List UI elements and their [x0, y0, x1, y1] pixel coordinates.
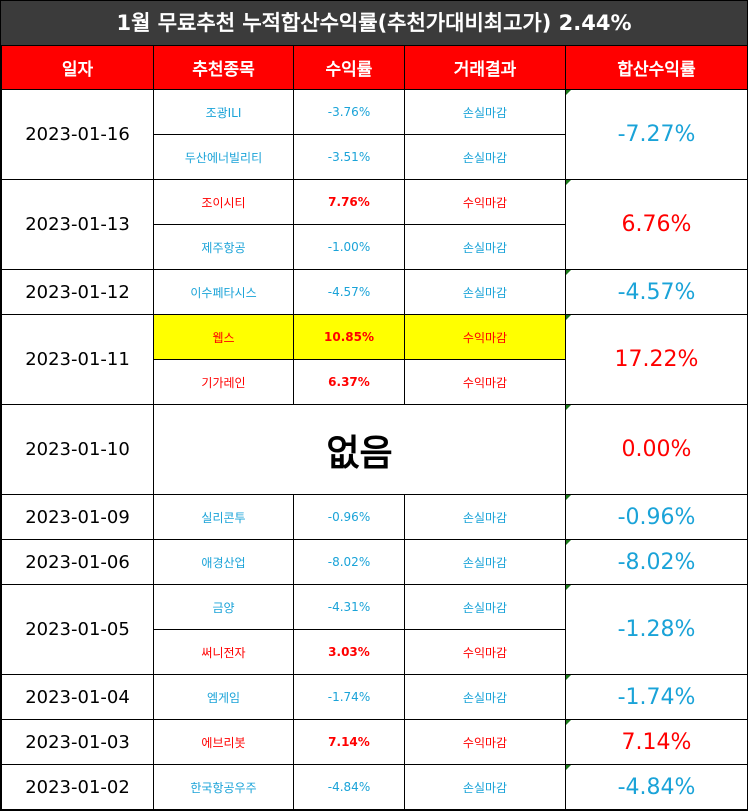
total-rate: -1.74% [565, 674, 748, 720]
trade-result: 손실마감 [404, 674, 566, 720]
table-row: 2023-01-11 웹스 10.85% 수익마감 17.22% [1, 314, 748, 405]
rate-value: 10.85% [293, 314, 405, 360]
date-cell: 2023-01-05 [1, 584, 154, 675]
rate-value: 3.03% [293, 629, 405, 675]
rate-value: -4.31% [293, 584, 405, 630]
stock-name: 한국항공우주 [153, 764, 294, 810]
trade-result: 수익마감 [404, 719, 566, 765]
total-rate: 0.00% [565, 404, 748, 495]
rate-value: -1.74% [293, 674, 405, 720]
header-stock: 추천종목 [153, 45, 294, 90]
trade-result: 수익마감 [404, 359, 566, 405]
date-cell: 2023-01-02 [1, 764, 154, 810]
stock-name: 에브리봇 [153, 719, 294, 765]
total-rate: -4.57% [565, 269, 748, 315]
trade-result: 수익마감 [404, 629, 566, 675]
trade-result: 수익마감 [404, 314, 566, 360]
stock-name: 제주항공 [153, 224, 294, 270]
date-cell: 2023-01-04 [1, 674, 154, 720]
trade-result: 손실마감 [404, 134, 566, 180]
stock-name: 두산에너빌리티 [153, 134, 294, 180]
table-row: 2023-01-05 금양 -4.31% 손실마감 -1.28% [1, 584, 748, 675]
total-rate: -0.96% [565, 494, 748, 540]
stock-name: 애경산업 [153, 539, 294, 585]
rate-value: -1.00% [293, 224, 405, 270]
table-row: 제주항공 -1.00% 손실마감 [2, 224, 748, 270]
header-rate: 수익률 [293, 45, 405, 90]
date-cell: 2023-01-03 [1, 719, 154, 765]
table-row: 2023-01-04 엠게임 -1.74% 손실마감 -1.74% [1, 674, 748, 720]
trade-result: 손실마감 [404, 89, 566, 135]
rate-value: 7.76% [293, 179, 405, 225]
date-cell: 2023-01-16 [1, 89, 154, 180]
stock-name: 이수페타시스 [153, 269, 294, 315]
table-row: 써니전자 3.03% 수익마감 [2, 629, 748, 675]
no-recommendation: 없음 [153, 404, 566, 495]
rate-value: 7.14% [293, 719, 405, 765]
total-rate: 7.14% [565, 719, 748, 765]
trade-result: 손실마감 [404, 224, 566, 270]
total-rate: -8.02% [565, 539, 748, 585]
rate-value: -4.57% [293, 269, 405, 315]
table-row: 2023-01-09 실리콘투 -0.96% 손실마감 -0.96% [1, 494, 748, 540]
total-rate: 6.76% [565, 179, 748, 270]
rate-value: -3.76% [293, 89, 405, 135]
rate-value: -3.51% [293, 134, 405, 180]
date-cell: 2023-01-10 [1, 404, 154, 495]
stock-name: 기가레인 [153, 359, 294, 405]
report-title: 1월 무료추천 누적합산수익률(추천가대비최고가) 2.44% [1, 1, 747, 45]
table-row: 2023-01-06 애경산업 -8.02% 손실마감 -8.02% [1, 539, 748, 585]
header-total: 합산수익률 [565, 45, 748, 90]
rate-value: -8.02% [293, 539, 405, 585]
trade-result: 손실마감 [404, 764, 566, 810]
stock-name: 금양 [153, 584, 294, 630]
date-cell: 2023-01-06 [1, 539, 154, 585]
trade-result: 손실마감 [404, 584, 566, 630]
table-row: 2023-01-12 이수페타시스 -4.57% 손실마감 -4.57% [1, 269, 748, 315]
table-row: 2023-01-16 조광ILI -3.76% 손실마감 -7.27% [1, 89, 748, 180]
date-cell: 2023-01-13 [1, 179, 154, 270]
recommendation-table: 일자 추천종목 수익률 거래결과 합산수익률 2023-01-16 조광ILI … [1, 45, 748, 810]
stock-name: 조이시티 [153, 179, 294, 225]
table-row: 2023-01-10 없음 0.00% [1, 404, 748, 495]
header-date: 일자 [1, 45, 154, 90]
date-cell: 2023-01-12 [1, 269, 154, 315]
trade-result: 수익마감 [404, 179, 566, 225]
total-rate: -7.27% [565, 89, 748, 180]
date-cell: 2023-01-11 [1, 314, 154, 405]
stock-name: 웹스 [153, 314, 294, 360]
header-row: 일자 추천종목 수익률 거래결과 합산수익률 [1, 45, 748, 90]
stock-name: 엠게임 [153, 674, 294, 720]
trade-result: 손실마감 [404, 539, 566, 585]
trade-result: 손실마감 [404, 269, 566, 315]
trade-result: 손실마감 [404, 494, 566, 540]
rate-value: 6.37% [293, 359, 405, 405]
date-cell: 2023-01-09 [1, 494, 154, 540]
total-rate: 17.22% [565, 314, 748, 405]
header-result: 거래결과 [404, 45, 566, 90]
table-row: 2023-01-02 한국항공우주 -4.84% 손실마감 -4.84% [1, 764, 748, 810]
total-rate: -4.84% [565, 764, 748, 810]
table-row: 2023-01-13 조이시티 7.76% 수익마감 6.76% [1, 179, 748, 270]
rate-value: -4.84% [293, 764, 405, 810]
stock-name: 써니전자 [153, 629, 294, 675]
stock-name: 조광ILI [153, 89, 294, 135]
table-row: 기가레인 6.37% 수익마감 [2, 359, 748, 405]
rate-value: -0.96% [293, 494, 405, 540]
total-rate: -1.28% [565, 584, 748, 675]
table-row: 2023-01-03 에브리봇 7.14% 수익마감 7.14% [1, 719, 748, 765]
stock-name: 실리콘투 [153, 494, 294, 540]
